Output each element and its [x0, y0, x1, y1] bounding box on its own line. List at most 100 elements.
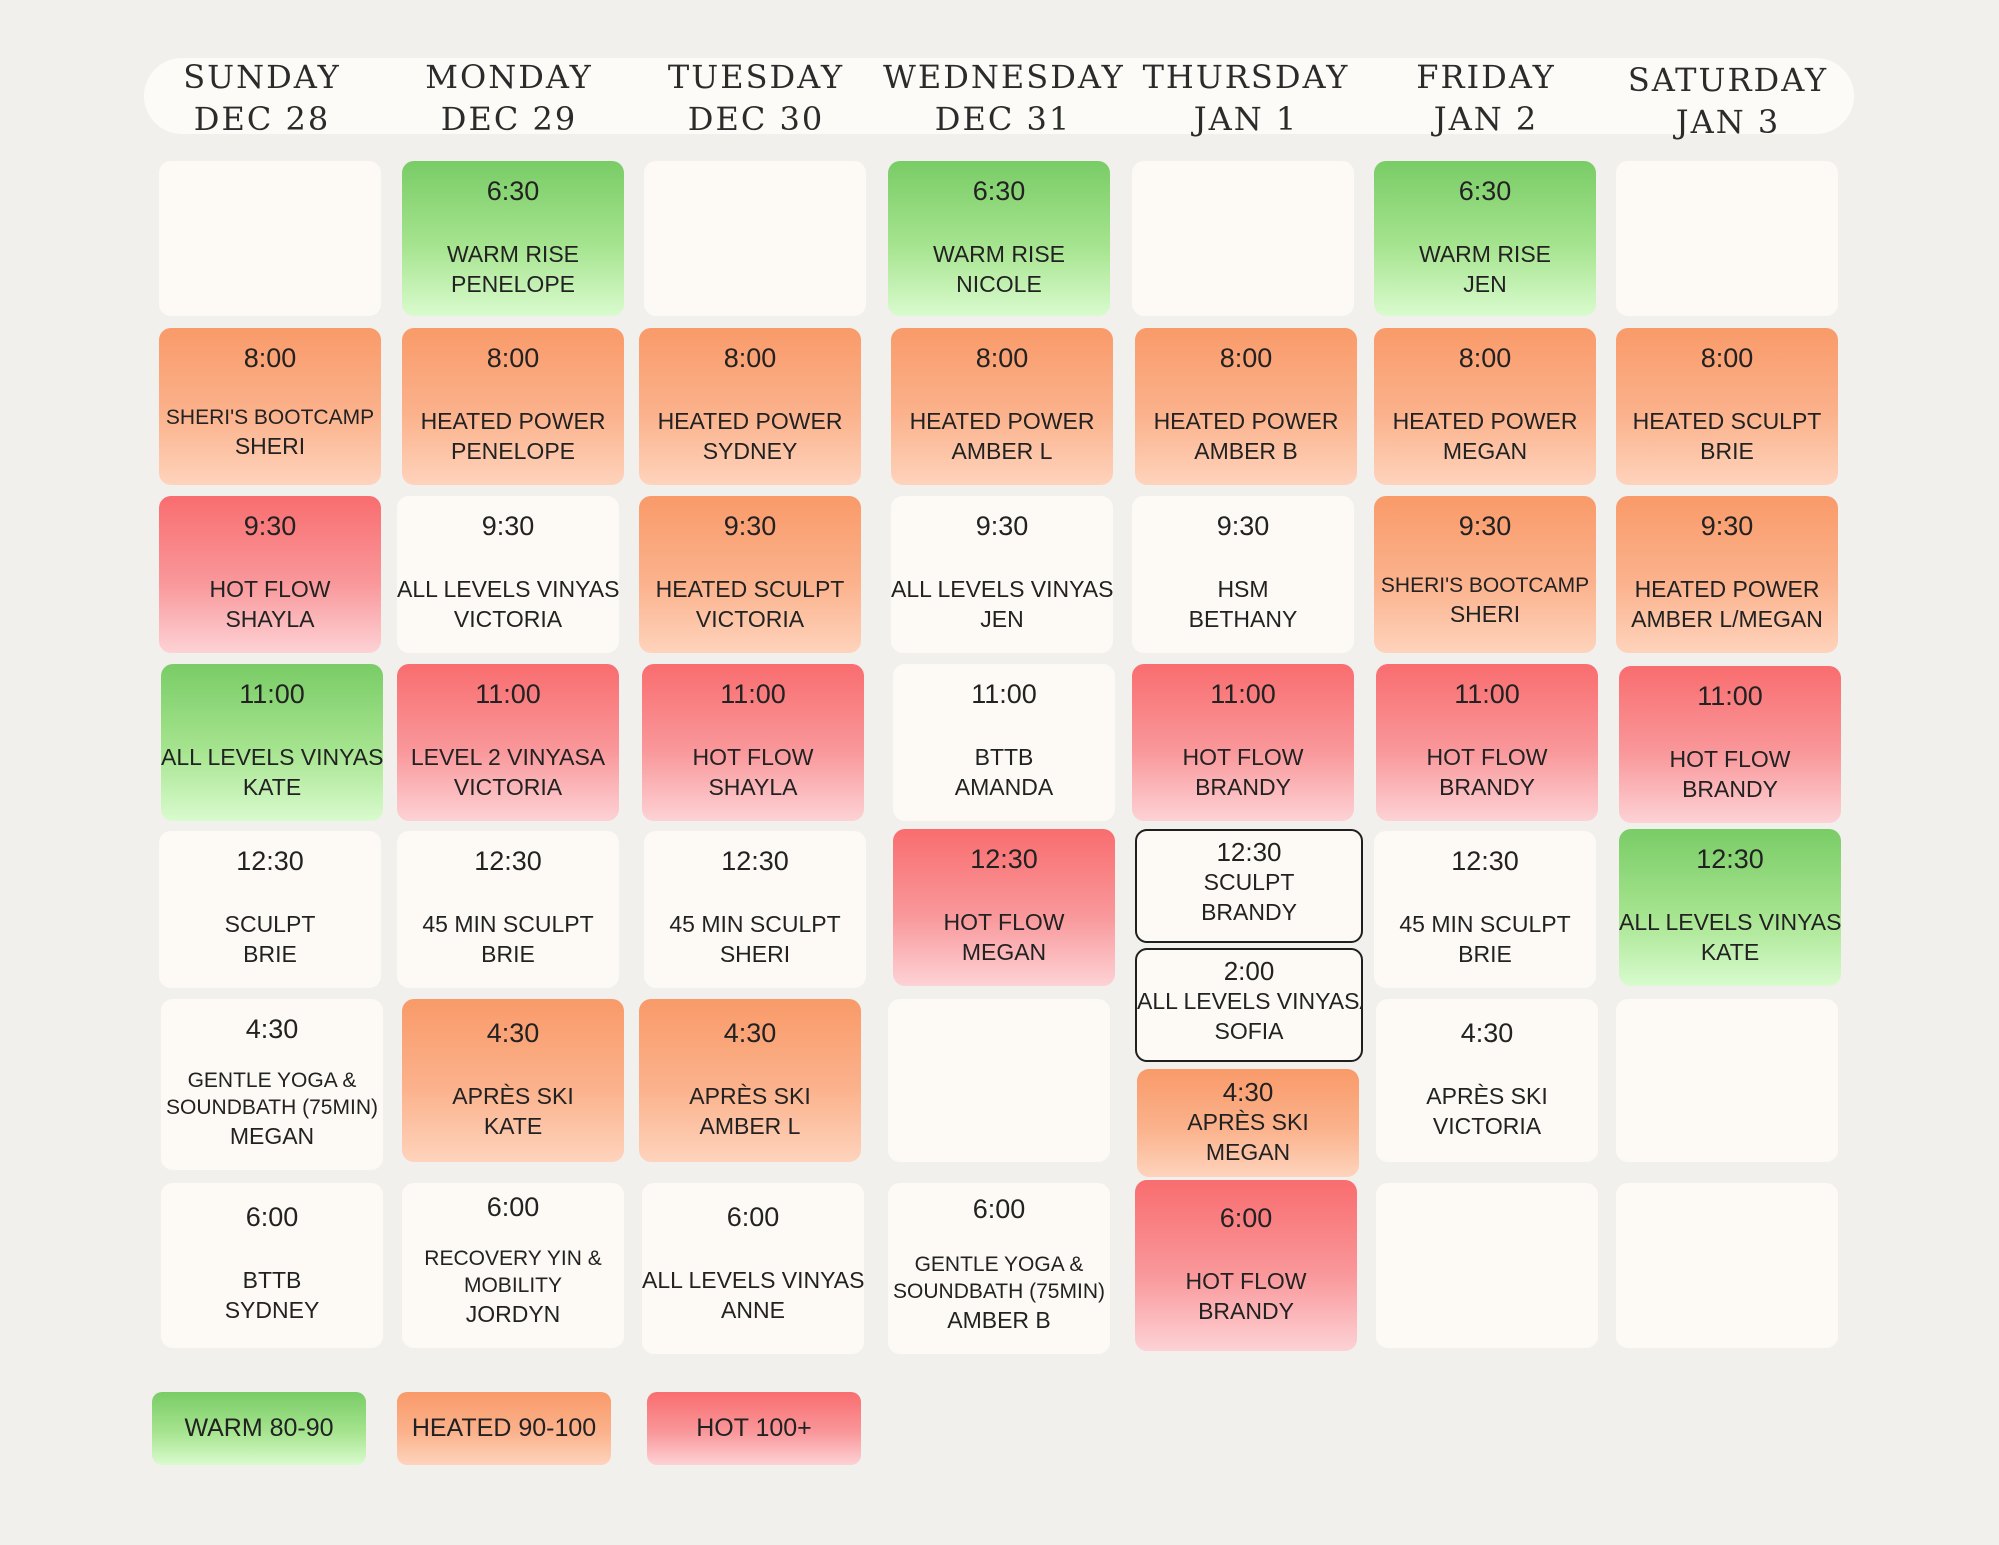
class-name: SHERI'S BOOTCAMP	[1380, 574, 1590, 597]
day-header-wednesday: WEDNESDAY DEC 31	[883, 56, 1123, 140]
class-card[interactable]: 6:30 WARM RISE JEN	[1374, 161, 1596, 316]
class-card[interactable]: 8:00 HEATED POWER MEGAN	[1374, 328, 1596, 485]
class-card[interactable]: 4:30 APRÈS SKI MEGAN	[1137, 1069, 1359, 1177]
class-card[interactable]: 12:30 SCULPT BRIE	[159, 831, 381, 988]
class-card[interactable]: 8:00 SHERI'S BOOTCAMP SHERI	[159, 328, 381, 485]
class-card[interactable]: 4:30 GENTLE YOGA & SOUNDBATH (75MIN) MEG…	[161, 999, 383, 1170]
class-instructor: PENELOPE	[451, 271, 575, 297]
day-header-tuesday: TUESDAY DEC 30	[636, 56, 876, 140]
class-instructor: BRIE	[1700, 438, 1754, 464]
class-name: ALL LEVELS VINYASA	[1137, 988, 1363, 1014]
class-time: 6:30	[972, 176, 1026, 206]
empty-slot	[1132, 161, 1354, 316]
class-time: 9:30	[481, 511, 535, 541]
class-card[interactable]: 9:30 HOT FLOW SHAYLA	[159, 496, 381, 653]
class-name: APRÈS SKI	[689, 1083, 811, 1109]
class-instructor: SHAYLA	[708, 774, 798, 800]
class-time: 6:00	[726, 1202, 780, 1232]
class-instructor: MEGAN	[961, 939, 1047, 965]
class-card[interactable]: 11:00 HOT FLOW BRANDY	[1132, 664, 1354, 821]
class-time: 8:00	[1219, 343, 1273, 373]
class-name: HEATED SCULPT	[655, 576, 845, 602]
class-instructor: VICTORIA	[695, 606, 805, 632]
class-instructor: BRIE	[1458, 941, 1512, 967]
class-time: 6:30	[1458, 176, 1512, 206]
class-card[interactable]: 4:30 APRÈS SKI AMBER L	[639, 999, 861, 1162]
class-card[interactable]: 12:30 45 MIN SCULPT BRIE	[1374, 831, 1596, 988]
class-name: HOT FLOW	[692, 744, 814, 770]
class-card[interactable]: 12:30 ALL LEVELS VINYASA KATE	[1619, 829, 1841, 986]
class-card[interactable]: 2:00 ALL LEVELS VINYASA SOFIA	[1135, 948, 1363, 1062]
class-card[interactable]: 9:30 HSM BETHANY	[1132, 496, 1354, 653]
class-instructor: NICOLE	[956, 271, 1042, 297]
class-name: HOT FLOW	[1669, 746, 1791, 772]
class-time: 4:30	[486, 1018, 540, 1048]
class-instructor: BRANDY	[1682, 776, 1778, 802]
class-card[interactable]: 9:30 ALL LEVELS VINYASA VICTORIA	[397, 496, 619, 653]
class-card[interactable]: 6:00 RECOVERY YIN & MOBILITY JORDYN	[402, 1183, 624, 1348]
class-time: 11:00	[1454, 679, 1520, 709]
class-time: 12:30	[1696, 844, 1764, 874]
class-instructor: SHERI	[1449, 601, 1521, 627]
class-card[interactable]: 6:00 HOT FLOW BRANDY	[1135, 1180, 1357, 1351]
class-card[interactable]: 8:00 HEATED POWER PENELOPE	[402, 328, 624, 485]
class-card[interactable]: 11:00 HOT FLOW SHAYLA	[642, 664, 864, 821]
class-card[interactable]: 11:00 LEVEL 2 VINYASA VICTORIA	[397, 664, 619, 821]
class-instructor: KATE	[242, 774, 302, 800]
class-card[interactable]: 8:00 HEATED SCULPT BRIE	[1616, 328, 1838, 485]
class-name: 45 MIN SCULPT	[422, 911, 594, 937]
day-header-saturday: SATURDAY JAN 3	[1608, 59, 1848, 143]
class-card[interactable]: 9:30 ALL LEVELS VINYASA JEN	[891, 496, 1113, 653]
class-time: 12:30	[474, 846, 542, 876]
day-name: THURSDAY	[1142, 58, 1350, 96]
class-card[interactable]: 9:30 HEATED POWER AMBER L/MEGAN	[1616, 496, 1838, 653]
class-card[interactable]: 11:00 ALL LEVELS VINYASA KATE	[161, 664, 383, 821]
class-instructor: BRANDY	[1201, 899, 1297, 925]
class-card[interactable]: 12:30 45 MIN SCULPT SHERI	[644, 831, 866, 988]
class-instructor: MEGAN	[1205, 1139, 1291, 1165]
class-name: WARM RISE	[446, 241, 580, 267]
class-name: WARM RISE	[1418, 241, 1552, 267]
class-name: ALL LEVELS VINYASA	[397, 576, 619, 602]
class-card[interactable]: 6:00 ALL LEVELS VINYASA ANNE	[642, 1183, 864, 1354]
class-card[interactable]: 4:30 APRÈS SKI KATE	[402, 999, 624, 1162]
day-name: WEDNESDAY	[883, 58, 1125, 96]
class-time: 12:30	[1216, 837, 1282, 867]
class-card[interactable]: 4:30 APRÈS SKI VICTORIA	[1376, 999, 1598, 1162]
class-instructor: SYDNEY	[702, 438, 798, 464]
class-name: HOT FLOW	[943, 909, 1065, 935]
class-time: 9:30	[243, 511, 297, 541]
class-card[interactable]: 12:30 45 MIN SCULPT BRIE	[397, 831, 619, 988]
class-instructor: AMBER L/MEGAN	[1631, 606, 1823, 632]
empty-slot	[1616, 999, 1838, 1162]
class-card[interactable]: 8:00 HEATED POWER SYDNEY	[639, 328, 861, 485]
class-name: ALL LEVELS VINYASA	[161, 744, 383, 770]
class-card[interactable]: 11:00 HOT FLOW BRANDY	[1619, 666, 1841, 823]
class-time: 6:00	[972, 1194, 1026, 1224]
class-instructor: AMBER B	[1194, 438, 1298, 464]
class-instructor: PENELOPE	[451, 438, 575, 464]
class-card[interactable]: 9:30 SHERI'S BOOTCAMP SHERI	[1374, 496, 1596, 653]
empty-slot	[1616, 1183, 1838, 1348]
legend-heated: HEATED 90-100	[397, 1392, 611, 1465]
class-card[interactable]: 9:30 HEATED SCULPT VICTORIA	[639, 496, 861, 653]
class-card[interactable]: 6:30 WARM RISE PENELOPE	[402, 161, 624, 316]
class-time: 8:00	[486, 343, 540, 373]
class-card[interactable]: 6:00 BTTB SYDNEY	[161, 1183, 383, 1348]
class-card[interactable]: 12:30 HOT FLOW MEGAN	[893, 829, 1115, 986]
class-card[interactable]: 6:30 WARM RISE NICOLE	[888, 161, 1110, 316]
class-card[interactable]: 12:30 SCULPT BRANDY	[1135, 829, 1363, 943]
empty-slot	[159, 161, 381, 316]
legend-hot: HOT 100+	[647, 1392, 861, 1465]
class-name: HEATED POWER	[1153, 408, 1339, 434]
class-card[interactable]: 8:00 HEATED POWER AMBER B	[1135, 328, 1357, 485]
day-name: SATURDAY	[1627, 61, 1829, 99]
class-card[interactable]: 8:00 HEATED POWER AMBER L	[891, 328, 1113, 485]
day-name: TUESDAY	[667, 58, 845, 96]
class-card[interactable]: 6:00 GENTLE YOGA & SOUNDBATH (75MIN) AMB…	[888, 1183, 1110, 1354]
class-instructor: SHERI	[234, 433, 306, 459]
class-time: 11:00	[1210, 679, 1276, 709]
class-time: 12:30	[721, 846, 789, 876]
class-card[interactable]: 11:00 HOT FLOW BRANDY	[1376, 664, 1598, 821]
class-card[interactable]: 11:00 BTTB AMANDA	[893, 664, 1115, 821]
